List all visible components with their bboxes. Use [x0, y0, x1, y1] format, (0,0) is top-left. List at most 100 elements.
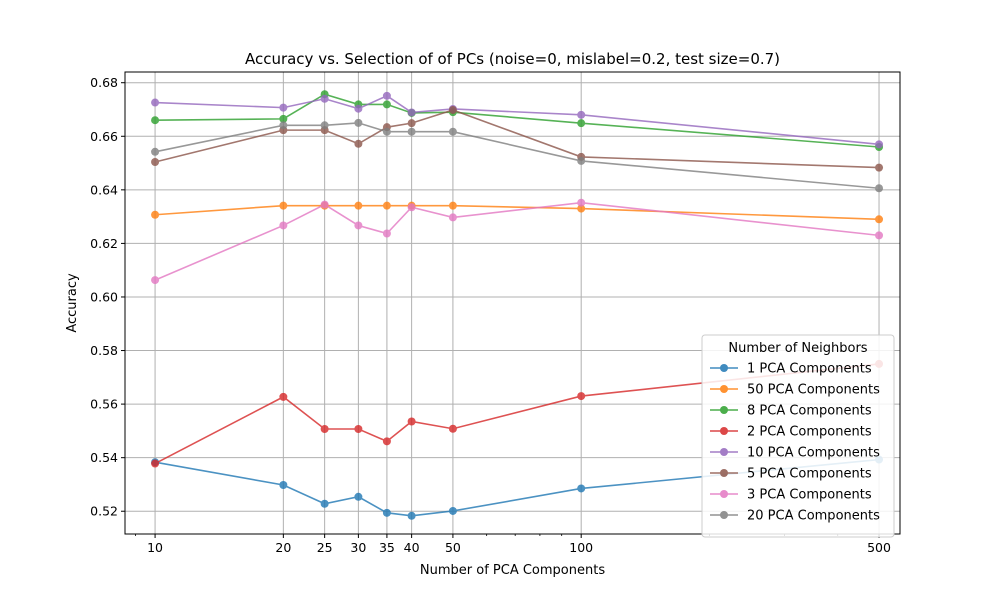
- legend-item: [710, 385, 738, 393]
- legend: Number of Neighbors 1 PCA Components 50 PC…: [701, 334, 895, 538]
- legend-label: 2 PCA Components: [747, 425, 872, 440]
- legend-swatch-marker: [720, 427, 728, 435]
- data-point: [577, 198, 586, 207]
- y-tick-label: 0.52: [90, 504, 118, 519]
- data-point: [407, 511, 416, 520]
- data-point: [448, 424, 457, 433]
- legend-item: [710, 406, 738, 414]
- data-point: [448, 201, 457, 210]
- chart-title: Accuracy vs. Selection of of PCs (noise=…: [245, 50, 780, 68]
- y-tick-label: 0.66: [90, 129, 118, 144]
- legend-swatch-marker: [720, 406, 728, 414]
- data-point: [279, 114, 288, 123]
- x-tick-label: 25: [317, 540, 333, 555]
- x-tick-label: 10: [147, 540, 163, 555]
- data-point: [875, 140, 884, 149]
- legend-label: 5 PCA Components: [747, 467, 872, 482]
- legend-item: [710, 511, 738, 519]
- x-tick-label: 50: [445, 540, 461, 555]
- legend-box: [701, 334, 895, 538]
- data-point: [407, 417, 416, 426]
- legend-swatch-marker: [720, 364, 728, 372]
- data-point: [320, 94, 329, 103]
- data-point: [354, 201, 363, 210]
- data-point: [407, 119, 416, 128]
- data-point: [577, 156, 586, 165]
- series-5: [151, 91, 884, 149]
- data-point: [382, 127, 391, 136]
- legend-label: 1 PCA Components: [747, 362, 872, 377]
- data-point: [151, 210, 160, 219]
- legend-item: [710, 469, 738, 477]
- data-point: [448, 127, 457, 136]
- data-point: [279, 392, 288, 401]
- series-8: [151, 118, 884, 193]
- data-point: [354, 104, 363, 113]
- legend-item: [710, 448, 738, 456]
- data-point: [448, 506, 457, 515]
- y-tick-label: 0.62: [90, 236, 118, 251]
- data-point: [151, 116, 160, 125]
- y-axis-label: Accuracy: [65, 273, 80, 333]
- x-tick-label: 100: [569, 540, 593, 555]
- legend-swatch-marker: [720, 469, 728, 477]
- x-tick-label: 20: [275, 540, 291, 555]
- data-point: [448, 106, 457, 115]
- legend-swatch-marker: [720, 490, 728, 498]
- data-point: [875, 231, 884, 240]
- legend-label: 3 PCA Components: [747, 488, 872, 503]
- data-point: [382, 437, 391, 446]
- legend-label: 50 PCA Components: [747, 383, 880, 398]
- data-point: [577, 392, 586, 401]
- x-tick-label: 500: [867, 540, 891, 555]
- data-point: [320, 499, 329, 508]
- legend-swatch-marker: [720, 448, 728, 456]
- data-point: [875, 184, 884, 193]
- legend-label: 8 PCA Components: [747, 404, 872, 419]
- data-point: [320, 425, 329, 434]
- data-point: [279, 221, 288, 230]
- data-point: [875, 215, 884, 224]
- y-tick-label: 0.64: [90, 182, 118, 197]
- data-point: [151, 459, 160, 468]
- data-point: [382, 201, 391, 210]
- series-group: [151, 90, 884, 520]
- data-point: [354, 221, 363, 230]
- data-point: [151, 98, 160, 107]
- legend-label: 20 PCA Components: [747, 509, 880, 524]
- data-point: [354, 118, 363, 127]
- legend-item: [710, 427, 738, 435]
- data-point: [279, 121, 288, 130]
- data-point: [448, 213, 457, 222]
- y-tick-label: 0.58: [90, 343, 118, 358]
- legend-item: [710, 490, 738, 498]
- series-7: [151, 198, 884, 285]
- x-tick-label: 30: [350, 540, 366, 555]
- data-point: [382, 229, 391, 238]
- legend-title: Number of Neighbors: [728, 341, 867, 356]
- y-tick-label: 0.68: [90, 75, 118, 90]
- legend-swatch-marker: [720, 511, 728, 519]
- legend-item: [710, 364, 738, 372]
- data-point: [151, 157, 160, 166]
- data-point: [354, 425, 363, 434]
- y-tick-label: 0.60: [90, 289, 118, 304]
- data-point: [382, 100, 391, 109]
- data-point: [577, 119, 586, 128]
- data-point: [320, 121, 329, 130]
- data-point: [407, 127, 416, 136]
- x-axis-label: Number of PCA Components: [420, 563, 605, 578]
- data-point: [354, 139, 363, 148]
- plot-area-frame: [124, 71, 901, 535]
- data-point: [151, 276, 160, 285]
- data-point: [279, 201, 288, 210]
- data-point: [279, 480, 288, 489]
- x-axis-ticks: 10 20 25 30 35 40 50 100 500: [135, 534, 891, 555]
- data-point: [382, 91, 391, 100]
- data-point: [279, 103, 288, 112]
- legend-label: 10 PCA Components: [747, 446, 880, 461]
- data-point: [875, 163, 884, 172]
- data-point: [354, 492, 363, 501]
- data-point: [407, 108, 416, 117]
